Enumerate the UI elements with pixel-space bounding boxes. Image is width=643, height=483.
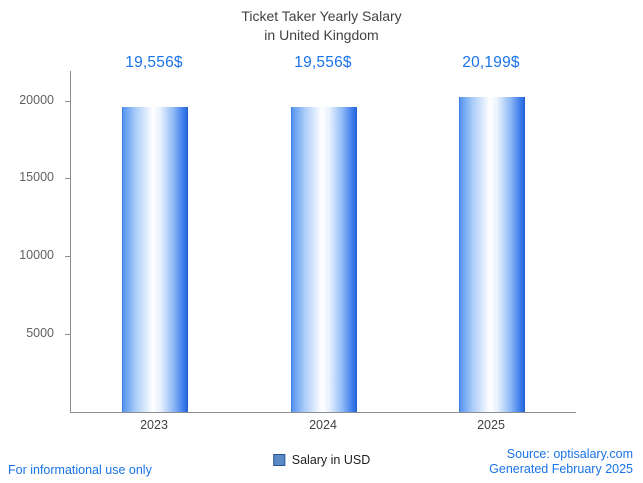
chart-title-line2: in United Kingdom bbox=[264, 26, 379, 43]
legend-label: Salary in USD bbox=[291, 453, 371, 467]
plot-area bbox=[65, 71, 576, 413]
x-axis-label: 2024 bbox=[309, 418, 337, 432]
y-axis-label: 10000 bbox=[19, 248, 54, 262]
y-axis-label: 20000 bbox=[19, 93, 54, 107]
y-axis-tick bbox=[65, 178, 70, 179]
bar-value-label: 20,199$ bbox=[462, 54, 520, 71]
disclaimer-text: For informational use only bbox=[8, 463, 152, 477]
bar-2025 bbox=[459, 97, 525, 412]
footer-source-block: Source: optisalary.com Generated Februar… bbox=[489, 447, 633, 477]
y-axis-tick bbox=[65, 334, 70, 335]
x-axis-label: 2023 bbox=[140, 418, 168, 432]
legend-swatch-icon bbox=[272, 454, 285, 466]
bar-2023 bbox=[122, 107, 188, 412]
bar-value-label: 19,556$ bbox=[294, 54, 352, 71]
chart-title: Ticket Taker Yearly Salary in United Kin… bbox=[0, 7, 643, 45]
bar-2024 bbox=[291, 107, 357, 412]
y-axis-tick bbox=[65, 101, 70, 102]
y-axis-labels: 5000 10000 15000 20000 bbox=[0, 71, 64, 412]
y-axis-label: 5000 bbox=[26, 326, 54, 340]
generated-date: Generated February 2025 bbox=[489, 462, 633, 476]
y-axis-label: 15000 bbox=[19, 170, 54, 184]
value-labels: 19,556$ 19,556$ 20,199$ bbox=[70, 54, 575, 74]
chart-title-line1: Ticket Taker Yearly Salary bbox=[241, 8, 402, 24]
x-axis-labels: 2023 2024 2025 bbox=[70, 418, 575, 434]
legend: Salary in USD bbox=[272, 453, 371, 467]
source-link[interactable]: Source: optisalary.com bbox=[506, 447, 633, 461]
x-axis-label: 2025 bbox=[477, 418, 505, 432]
bar-value-label: 19,556$ bbox=[125, 54, 183, 71]
y-axis-tick bbox=[65, 256, 70, 257]
